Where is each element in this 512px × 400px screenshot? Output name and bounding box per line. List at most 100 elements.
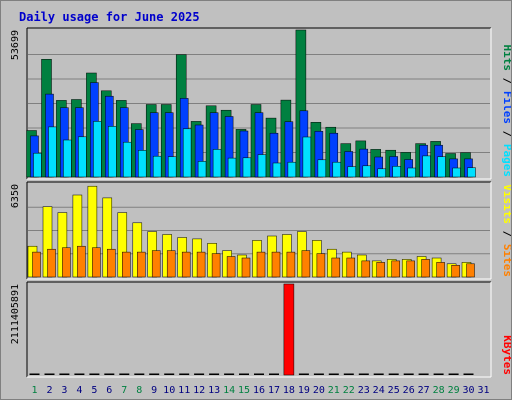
bar-sites-day-20 xyxy=(316,253,326,278)
legend-visits: Visits xyxy=(501,184,511,224)
bar-kbytes-day-18 xyxy=(283,283,295,376)
bar-sites-day-18 xyxy=(286,251,296,278)
bar-pages-day-18 xyxy=(287,161,297,178)
bar-sites-day-15 xyxy=(241,257,251,278)
day-label-10: 10 xyxy=(163,385,175,396)
bar-pages-day-16 xyxy=(257,154,267,178)
day-label-14: 14 xyxy=(223,385,235,396)
bar-pages-day-9 xyxy=(152,155,162,178)
day-label-16: 16 xyxy=(253,385,265,396)
day-label-20: 20 xyxy=(313,385,325,396)
day-label-23: 23 xyxy=(358,385,370,396)
bar-kbytes-day-17 xyxy=(269,373,279,375)
bar-pages-day-17 xyxy=(272,162,282,178)
bar-sites-day-16 xyxy=(256,251,266,278)
bar-sites-day-27 xyxy=(421,259,430,278)
bar-kbytes-day-27 xyxy=(418,373,429,375)
bar-pages-day-25 xyxy=(392,166,401,178)
day-label-13: 13 xyxy=(208,385,220,396)
legend-pages: Pages xyxy=(501,144,511,177)
bar-pages-day-26 xyxy=(407,167,416,178)
bar-sites-day-28 xyxy=(436,262,445,278)
bar-sites-day-5 xyxy=(92,247,101,278)
bar-sites-day-10 xyxy=(166,250,176,278)
panel-hits-ymax-label: 53699 xyxy=(10,30,21,60)
bar-pages-day-1 xyxy=(33,152,42,178)
day-label-18: 18 xyxy=(283,385,295,396)
bar-sites-day-13 xyxy=(211,253,221,278)
bar-kbytes-day-4 xyxy=(74,373,85,375)
bar-sites-day-2 xyxy=(47,248,56,278)
day-label-7: 7 xyxy=(121,385,127,396)
day-label-5: 5 xyxy=(91,385,97,396)
bar-sites-day-26 xyxy=(406,260,415,278)
legend-separator: / xyxy=(501,124,511,144)
bar-kbytes-day-25 xyxy=(388,373,399,375)
bar-pages-day-28 xyxy=(437,156,446,178)
bar-pages-day-29 xyxy=(452,167,461,178)
bar-sites-day-22 xyxy=(346,257,356,278)
bar-kbytes-day-9 xyxy=(149,373,160,375)
bar-pages-day-10 xyxy=(167,156,177,178)
day-label-24: 24 xyxy=(373,385,385,396)
bar-sites-day-7 xyxy=(122,251,131,278)
bar-kbytes-day-12 xyxy=(194,373,205,375)
day-label-21: 21 xyxy=(328,385,340,396)
bar-kbytes-day-16 xyxy=(254,373,264,375)
bar-kbytes-day-11 xyxy=(179,373,190,375)
bar-pages-day-8 xyxy=(138,150,147,178)
panel-visits-ymax-label: 6350 xyxy=(10,184,21,208)
panel-kbytes-background xyxy=(27,282,491,377)
bar-pages-day-14 xyxy=(227,157,237,178)
panel-hits: 53699 Hits / Files / Pages xyxy=(10,27,511,180)
bar-kbytes-day-26 xyxy=(403,373,414,375)
day-label-30: 30 xyxy=(462,385,474,396)
bar-sites-day-24 xyxy=(376,262,385,278)
bar-kbytes-day-28 xyxy=(433,373,444,375)
bar-pages-day-30 xyxy=(467,167,476,178)
bar-sites-day-3 xyxy=(62,247,71,278)
day-label-3: 3 xyxy=(61,385,67,396)
bar-sites-day-19 xyxy=(301,250,311,278)
day-label-4: 4 xyxy=(76,385,82,396)
bar-pages-day-2 xyxy=(48,126,57,178)
day-label-1: 1 xyxy=(31,385,37,396)
bar-kbytes-day-23 xyxy=(358,373,369,375)
bar-pages-day-15 xyxy=(242,157,252,178)
legend-files: Files xyxy=(501,91,511,124)
panel-kbytes: 2111405891 KBytes xyxy=(10,281,511,378)
bar-sites-day-9 xyxy=(151,250,161,278)
day-label-11: 11 xyxy=(178,385,190,396)
day-label-9: 9 xyxy=(151,385,157,396)
day-label-27: 27 xyxy=(418,385,430,396)
bar-pages-day-7 xyxy=(123,141,132,178)
bar-pages-day-24 xyxy=(377,168,386,178)
bar-kbytes-day-24 xyxy=(373,373,384,375)
bar-pages-day-13 xyxy=(212,149,222,178)
bar-pages-day-3 xyxy=(63,139,72,178)
panel-kbytes-ymax-label: 2111405891 xyxy=(10,284,21,344)
bar-sites-day-29 xyxy=(451,265,460,278)
bar-kbytes-day-13 xyxy=(209,373,220,375)
bar-sites-day-14 xyxy=(226,256,236,278)
bar-pages-day-20 xyxy=(317,159,327,178)
bar-sites-day-21 xyxy=(331,257,341,278)
bar-sites-day-6 xyxy=(107,248,116,278)
bar-kbytes-day-6 xyxy=(104,373,115,375)
bar-sites-day-25 xyxy=(391,260,400,278)
bar-kbytes-day-2 xyxy=(44,373,55,375)
bar-sites-day-11 xyxy=(181,251,191,278)
legend-hits: Hits xyxy=(501,45,511,72)
bar-kbytes-day-21 xyxy=(328,373,339,375)
panel-visits-legend: Visits / Sites xyxy=(501,184,511,277)
bar-kbytes-day-15 xyxy=(239,373,249,375)
day-label-8: 8 xyxy=(136,385,142,396)
day-label-6: 6 xyxy=(106,385,112,396)
bar-pages-day-11 xyxy=(182,128,192,178)
bar-kbytes-day-8 xyxy=(134,373,145,375)
bar-sites-day-23 xyxy=(361,260,371,278)
bar-pages-day-19 xyxy=(302,136,312,178)
bar-kbytes-day-29 xyxy=(448,373,459,375)
